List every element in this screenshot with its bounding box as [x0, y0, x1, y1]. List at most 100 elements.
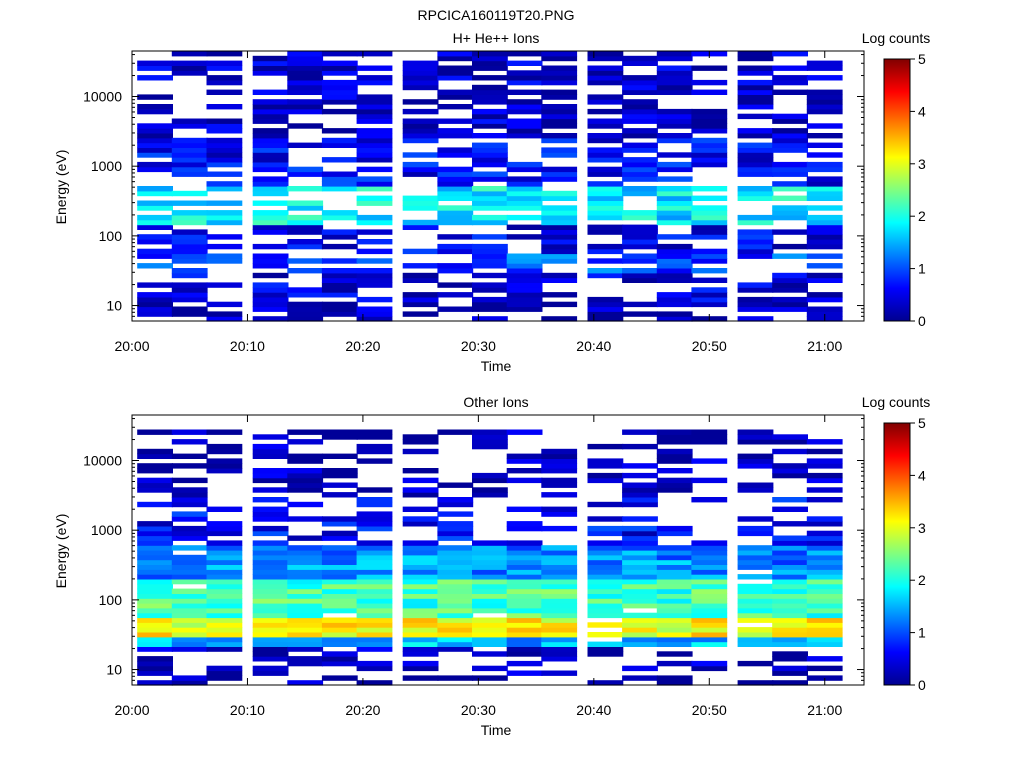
- heatmap-cell: [587, 243, 624, 250]
- heatmap-cell: [737, 434, 774, 440]
- heatmap-cell: [171, 219, 208, 226]
- heatmap-cell: [472, 439, 508, 445]
- heatmap-cell: [287, 268, 324, 274]
- heatmap-cell: [206, 607, 243, 614]
- heatmap-cell: [541, 108, 578, 115]
- heatmap-cell: [656, 569, 693, 575]
- heatmap-cell: [287, 108, 324, 115]
- heatmap-cell: [622, 525, 658, 532]
- heatmap-cell: [472, 607, 508, 614]
- heatmap-cell: [772, 282, 808, 288]
- heatmap-cell: [252, 443, 289, 450]
- heatmap-cell: [171, 487, 208, 493]
- heatmap-cell: [541, 477, 578, 484]
- heatmap-cell: [356, 487, 393, 493]
- heatmap-cell: [402, 60, 439, 66]
- heatmap-cell: [472, 574, 508, 580]
- heatmap-cell: [587, 200, 624, 206]
- heatmap-cell: [472, 214, 508, 221]
- heatmap-cell: [171, 137, 208, 144]
- heatmap-cell: [541, 574, 578, 580]
- heatmap-cell: [541, 622, 578, 628]
- heatmap-cell: [541, 258, 578, 264]
- heatmap-cell: [402, 651, 439, 657]
- heatmap-cell: [356, 627, 393, 633]
- heatmap-cell: [287, 70, 324, 76]
- panel-1-x-ticks: 20:00 20:10 20:20 20:30 20:40 20:50 21:00: [114, 51, 842, 354]
- heatmap-cell: [402, 564, 439, 570]
- heatmap-cell: [587, 268, 624, 274]
- y-tick-label: 10: [106, 298, 122, 314]
- heatmap-cell: [171, 51, 208, 57]
- heatmap-cell: [321, 559, 358, 565]
- heatmap-cell: [402, 516, 439, 522]
- heatmap-cell: [691, 497, 728, 503]
- heatmap-cell: [171, 282, 208, 288]
- heatmap-cell: [206, 593, 243, 599]
- heatmap-cell: [806, 588, 843, 594]
- heatmap-cell: [402, 607, 439, 614]
- heatmap-cell: [737, 128, 774, 134]
- heatmap-cell: [622, 142, 658, 148]
- heatmap-cell: [171, 239, 208, 245]
- heatmap-cell: [206, 65, 243, 71]
- heatmap-cell: [622, 79, 658, 86]
- heatmap-cell: [137, 128, 173, 134]
- heatmap-cell: [402, 554, 439, 561]
- heatmap-cell: [137, 152, 173, 158]
- heatmap-cell: [656, 166, 693, 173]
- heatmap-cell: [737, 296, 774, 303]
- heatmap-cell: [622, 612, 658, 619]
- heatmap-cell: [402, 477, 439, 484]
- heatmap-cell: [437, 598, 474, 604]
- heatmap-cell: [806, 545, 843, 551]
- heatmap-cell: [622, 272, 658, 279]
- heatmap-cell: [472, 492, 508, 498]
- heatmap-cell: [622, 214, 658, 221]
- heatmap-cell: [691, 569, 728, 575]
- heatmap-cell: [321, 583, 358, 590]
- heatmap-cell: [622, 627, 658, 633]
- heatmap-cell: [287, 487, 324, 493]
- heatmap-cell: [171, 569, 208, 575]
- heatmap-cell: [806, 617, 843, 623]
- heatmap-cell: [287, 472, 324, 479]
- heatmap-cell: [252, 632, 289, 638]
- heatmap-cell: [321, 516, 358, 522]
- heatmap-cell: [137, 200, 173, 206]
- heatmap-cell: [806, 521, 843, 527]
- heatmap-cell: [472, 603, 508, 609]
- heatmap-cell: [437, 205, 474, 211]
- heatmap-cell: [206, 569, 243, 575]
- heatmap-cell: [541, 94, 578, 100]
- heatmap-cell: [252, 651, 289, 657]
- heatmap-cell: [321, 569, 358, 575]
- heatmap-cell: [437, 89, 474, 95]
- heatmap-cell: [772, 147, 808, 153]
- heatmap-cell: [171, 497, 208, 503]
- heatmap-cell: [587, 205, 624, 211]
- heatmap-cell: [206, 588, 243, 594]
- heatmap-cell: [541, 583, 578, 590]
- heatmap-cell: [737, 617, 774, 623]
- heatmap-cell: [321, 574, 358, 580]
- x-tick-label: 20:20: [345, 702, 380, 718]
- heatmap-cell: [252, 506, 289, 512]
- heatmap-cell: [437, 578, 474, 585]
- heatmap-cell: [137, 248, 173, 255]
- heatmap-cell: [656, 607, 693, 614]
- heatmap-cell: [541, 632, 578, 638]
- heatmap-cell: [287, 477, 324, 484]
- heatmap-cell: [171, 200, 208, 206]
- heatmap-cell: [437, 612, 474, 619]
- heatmap-cell: [321, 108, 358, 115]
- heatmap-cell: [772, 569, 808, 575]
- heatmap-cell: [137, 190, 173, 197]
- heatmap-cell: [171, 287, 208, 293]
- heatmap-cell: [737, 157, 774, 163]
- heatmap-cell: [402, 65, 439, 71]
- heatmap-cell: [252, 622, 289, 628]
- heatmap-cell: [587, 550, 624, 556]
- heatmap-cell: [252, 113, 289, 120]
- heatmap-cell: [252, 665, 289, 672]
